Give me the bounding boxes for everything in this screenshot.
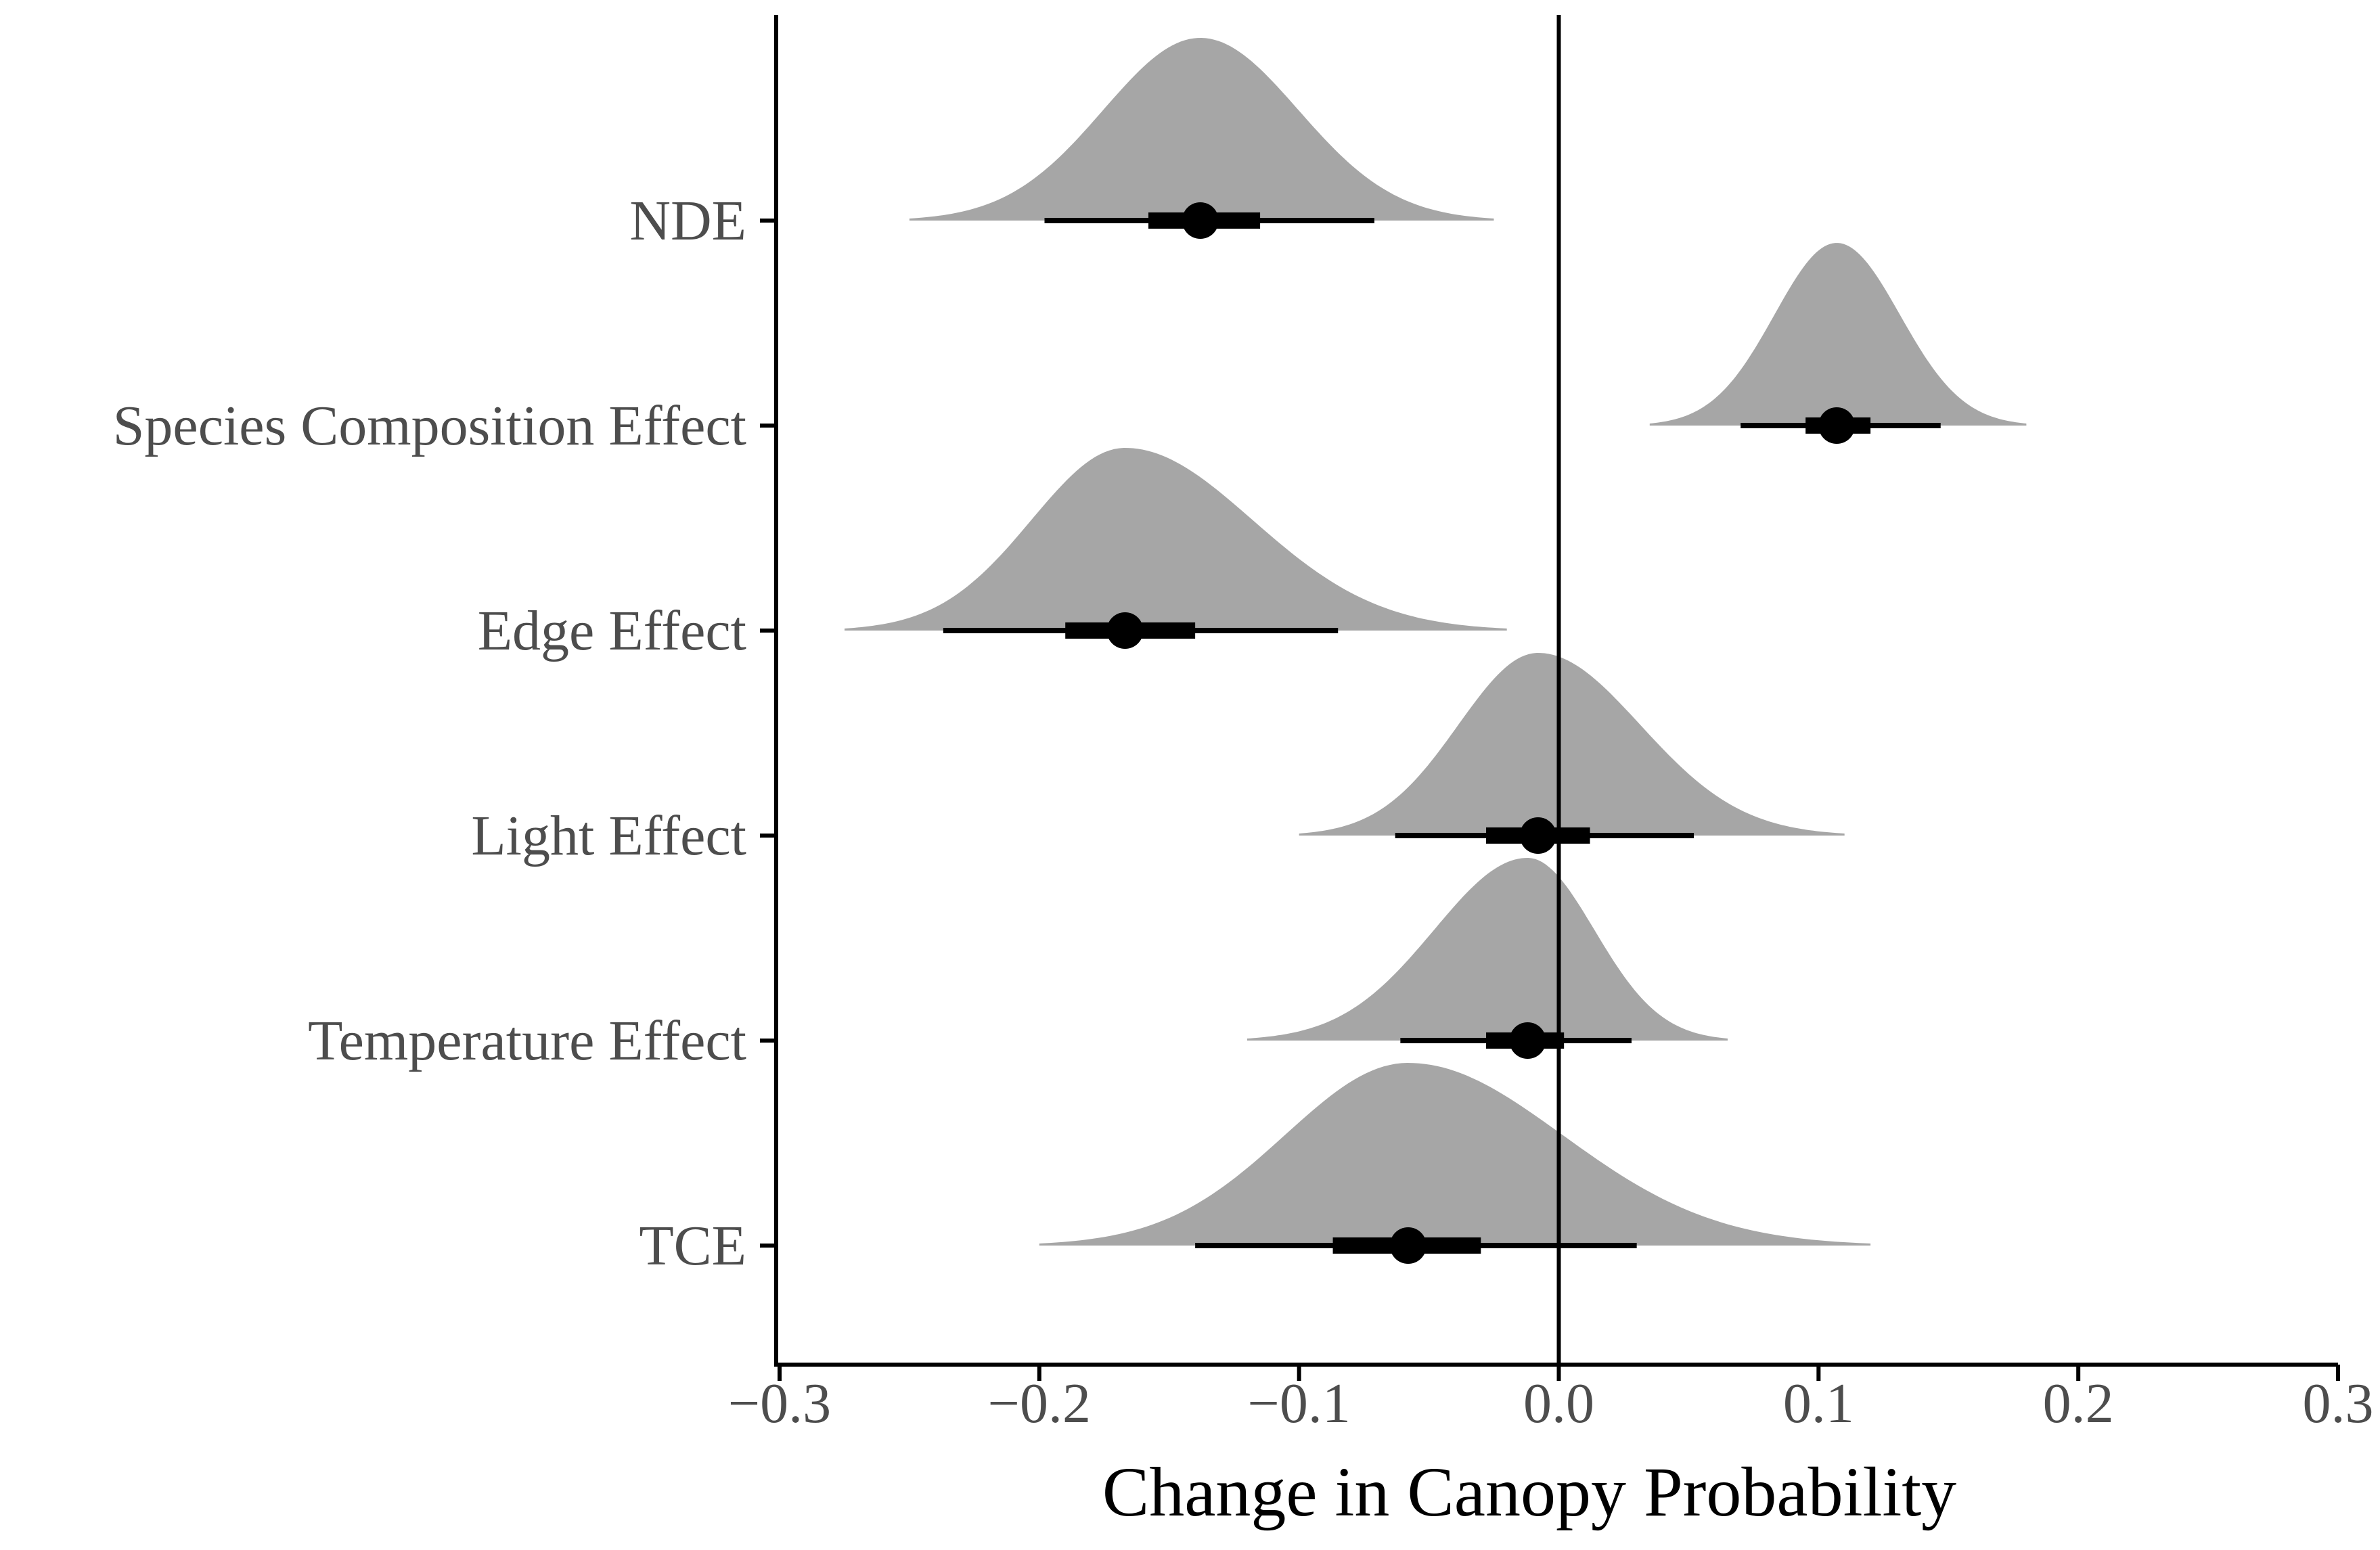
y-tick-label-temperature-effect: Temperature Effect [308,1009,746,1072]
density-tce [1039,1063,1871,1246]
y-tick-label-light-effect: Light Effect [471,804,746,867]
x-tick-label: −0.3 [728,1372,831,1435]
median-point-species-composition-effect [1818,407,1856,444]
x-tick-label: −0.2 [988,1372,1091,1435]
x-tick-label: 0.0 [1523,1372,1594,1435]
x-tick-label: 0.3 [2303,1372,2374,1435]
density-layer [845,38,2027,1246]
x-tick-labels: −0.3 −0.2 −0.1 0.0 0.1 0.2 0.3 [728,1372,2374,1435]
x-tick-label: 0.2 [2043,1372,2114,1435]
y-tick-label-edge-effect: Edge Effect [478,599,746,662]
median-point-light-effect [1519,817,1556,854]
interval-layer [943,202,1941,1264]
density-species-composition-effect [1649,243,2027,426]
y-tick-labels: NDE Species Composition Effect Edge Effect… [113,189,746,1277]
density-temperature-effect [1247,858,1728,1041]
median-point-edge-effect [1106,612,1144,649]
median-point-nde [1182,202,1219,239]
density-light-effect [1299,653,1845,836]
y-tick-label-nde: NDE [629,189,746,252]
density-nde [909,38,1494,221]
y-tick-label-tce: TCE [639,1214,746,1277]
axes-layer [760,15,2340,1381]
x-tick-label: −0.1 [1247,1372,1350,1435]
median-point-temperature-effect [1509,1022,1546,1059]
median-point-tce [1389,1227,1427,1264]
x-tick-label: 0.1 [1783,1372,1854,1435]
density-edge-effect [845,448,1507,631]
y-tick-label-species-composition-effect: Species Composition Effect [113,394,746,457]
x-axis-title: Change in Canopy Probability [1102,1453,1956,1531]
